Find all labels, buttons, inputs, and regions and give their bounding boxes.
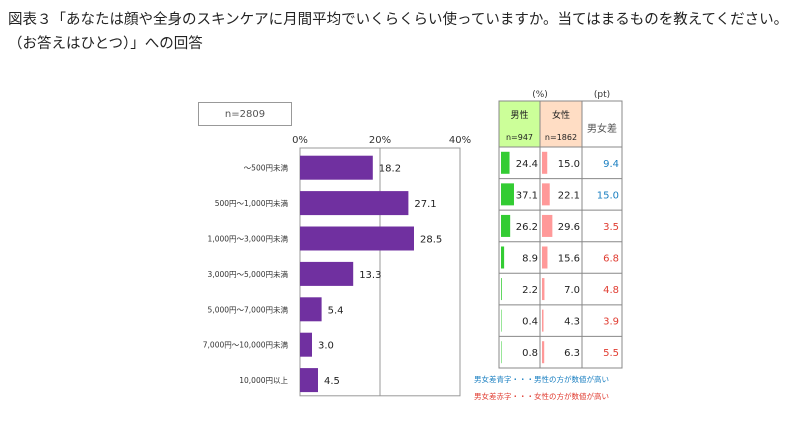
x-tick-label: 40% — [449, 135, 471, 146]
bar — [300, 368, 318, 393]
bar-value-label: 3.0 — [318, 341, 334, 352]
female-value: 7.0 — [564, 285, 580, 296]
diff-value: 4.8 — [603, 285, 619, 296]
female-n-label: n=1862 — [545, 133, 577, 142]
male-mini-bar — [501, 246, 505, 269]
male-value: 37.1 — [516, 190, 538, 201]
diff-value: 3.9 — [603, 317, 619, 328]
male-mini-bar — [501, 214, 511, 237]
bar-value-label: 28.5 — [420, 235, 442, 246]
diff-value: 9.4 — [603, 159, 619, 170]
category-label: 5,000円～7,000円未満 — [208, 304, 289, 314]
female-value: 29.6 — [558, 222, 580, 233]
plot-frame — [299, 147, 461, 397]
male-value: 2.2 — [522, 285, 538, 296]
unit-pt-label: (pt) — [594, 90, 610, 100]
unit-pct-label: (%) — [532, 90, 548, 100]
male-mini-bar — [501, 341, 502, 364]
table-frame — [498, 100, 623, 369]
male-mini-bar — [501, 278, 502, 301]
bar-value-label: 18.2 — [379, 164, 401, 175]
diff-header-label: 男女差 — [587, 122, 617, 135]
female-header-label: 女性 — [552, 109, 570, 121]
female-mini-bar — [542, 341, 545, 364]
bar — [300, 332, 312, 357]
male-mini-bar — [501, 183, 514, 206]
diff-value: 15.0 — [597, 190, 619, 201]
x-tick-label: 0% — [292, 135, 308, 146]
male-mini-bar — [501, 151, 510, 174]
sample-size-box: n=2809 — [198, 102, 292, 126]
male-value: 24.4 — [516, 159, 538, 170]
female-value: 6.3 — [564, 348, 580, 359]
bar-value-label: 4.5 — [324, 376, 340, 387]
female-mini-bar — [542, 214, 553, 237]
male-header-bg — [499, 101, 540, 147]
male-value: 8.9 — [522, 254, 538, 265]
female-mini-bar — [542, 278, 545, 301]
bar — [300, 155, 373, 180]
female-mini-bar — [542, 183, 550, 206]
bar — [300, 261, 354, 286]
female-value: 15.6 — [558, 254, 580, 265]
bar-value-label: 13.3 — [359, 270, 381, 281]
bar-value-label: 27.1 — [414, 199, 436, 210]
diff-value: 5.5 — [603, 348, 619, 359]
female-value: 15.0 — [558, 159, 580, 170]
female-mini-bar — [542, 309, 544, 332]
female-mini-bar — [542, 246, 548, 269]
bar-value-label: 5.4 — [328, 305, 344, 316]
male-value: 0.8 — [522, 348, 538, 359]
category-label: 500円～1,000円未満 — [215, 198, 289, 208]
bar — [300, 191, 409, 216]
bar — [300, 226, 414, 251]
category-label: ～500円未満 — [244, 163, 289, 173]
legend-blue-note: 男女差青字・・・男性の方が数値が高い — [474, 375, 609, 384]
bar — [300, 297, 322, 322]
x-tick-label: 20% — [369, 135, 391, 146]
category-label: 10,000円以上 — [239, 376, 288, 385]
diff-value: 3.5 — [603, 222, 619, 233]
female-header-bg — [540, 101, 582, 147]
male-value: 26.2 — [516, 222, 538, 233]
male-value: 0.4 — [522, 317, 538, 328]
category-label: 3,000円～5,000円未満 — [208, 269, 289, 279]
diff-value: 6.8 — [603, 254, 619, 265]
male-n-label: n=947 — [506, 133, 533, 142]
legend-red-note: 男女差赤字・・・女性の方が数値が高い — [474, 392, 609, 401]
page-title: 図表３「あなたは顔や全身のスキンケアに月間平均でいくらくらい使っていますか。当て… — [8, 12, 789, 52]
category-label: 7,000円～10,000円未満 — [203, 340, 289, 350]
female-value: 22.1 — [558, 190, 580, 201]
female-mini-bar — [542, 151, 548, 174]
female-value: 4.3 — [564, 317, 580, 328]
category-label: 1,000円～3,000円未満 — [208, 234, 289, 244]
male-mini-bar — [501, 309, 502, 332]
male-header-label: 男性 — [510, 109, 528, 121]
